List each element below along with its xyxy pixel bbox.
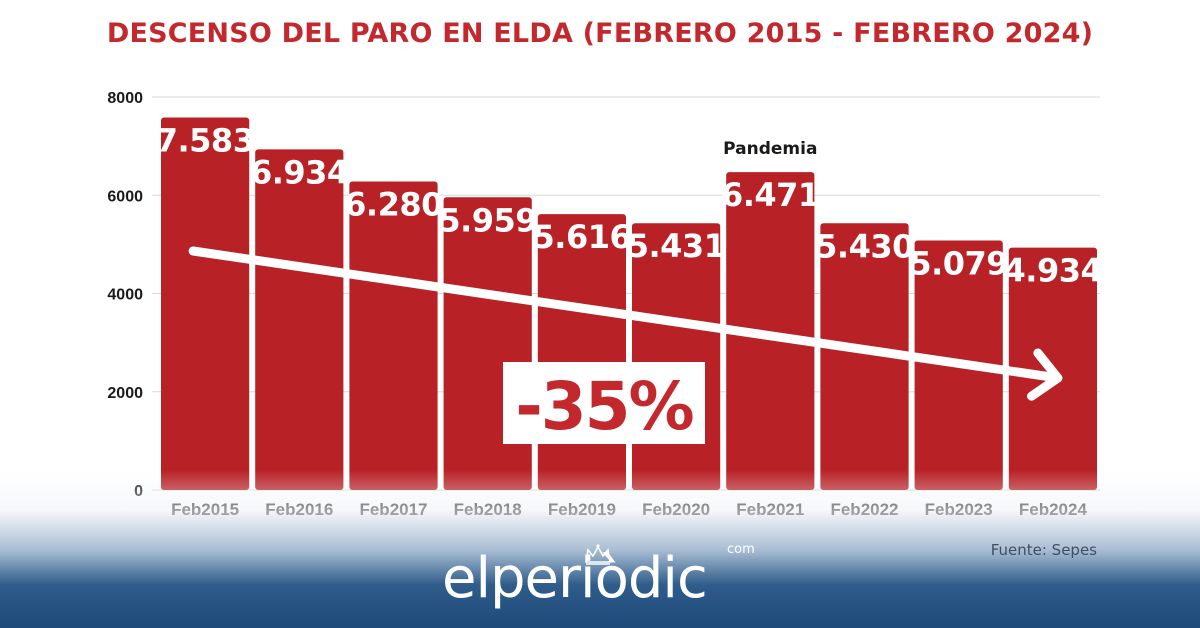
bar — [161, 117, 250, 491]
bar — [349, 181, 438, 490]
pandemia-annotation: Pandemia — [723, 139, 817, 159]
source-note: Fuente: Sepes — [990, 541, 1097, 559]
bar — [726, 172, 815, 490]
trend-arrow-shaft — [188, 246, 1063, 383]
bar — [255, 149, 344, 490]
bar-value-label: 5.616 — [533, 218, 632, 256]
bar-value-label: 6.471 — [721, 176, 820, 214]
bar-value-label: 5.079 — [909, 244, 1008, 282]
bar-value-label: 5.430 — [815, 227, 914, 265]
logo-wordmark: elperiòdic — [442, 546, 708, 611]
chart-title: DESCENSO DEL PARO EN ELDA (FEBRERO 2015 … — [106, 18, 1094, 49]
percent-box — [503, 362, 705, 444]
y-tick-label: 6000 — [107, 188, 143, 205]
bar — [820, 223, 909, 490]
bar-value-label: 6.934 — [250, 153, 349, 191]
percent-change-label: -35% — [515, 368, 693, 445]
bar-value-label: 6.280 — [344, 185, 443, 223]
annotations: Pandemia -35% — [188, 139, 1063, 445]
logo-suffix: com — [727, 542, 755, 557]
site-logo[interactable]: elperiòdic com — [442, 540, 772, 620]
y-tick-label: 8000 — [107, 90, 143, 107]
bar — [443, 197, 532, 490]
bar-value-label: 5.959 — [438, 201, 537, 239]
crown-crest-icon — [585, 544, 611, 565]
bar-value-label: 4.934 — [1004, 252, 1103, 290]
trend-arrow-head — [1027, 348, 1063, 401]
y-tick-label: 4000 — [107, 287, 143, 304]
bar-value-label: 7.583 — [156, 121, 255, 159]
bar-value-label: 5.431 — [627, 227, 726, 265]
y-tick-label: 2000 — [107, 385, 143, 402]
y-axis-ticks: 02000400060008000 — [107, 90, 143, 500]
